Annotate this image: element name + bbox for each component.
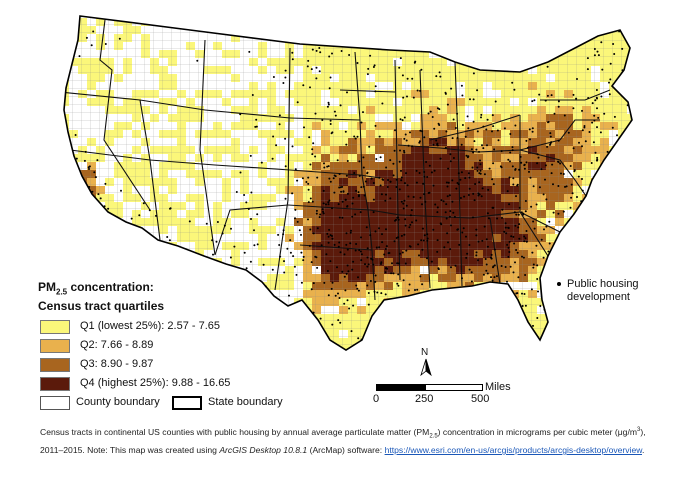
public-housing-label-line1: Public housing <box>567 278 639 290</box>
legend-title-prefix: PM <box>38 280 56 294</box>
legend-label-q3: Q3: 8.90 - 9.87 <box>80 358 154 370</box>
figure-caption: Census tracts in continental US counties… <box>40 424 662 458</box>
us-outline <box>63 15 633 351</box>
legend-swatch-q1 <box>40 320 70 334</box>
caption-part4: (ArcMap) software: <box>307 445 385 456</box>
legend-title-sub: 2.5 <box>56 287 68 297</box>
caption-part3: ), 2011–2015. Note: This map was created… <box>40 426 646 456</box>
scale-tick-0: 0 <box>373 393 380 405</box>
caption-sup: 3 <box>637 427 641 433</box>
county-boundary-label: County boundary <box>76 396 160 408</box>
scale-tick-500: 500 <box>471 393 490 405</box>
north-arrow: N <box>418 347 434 377</box>
legend-label-q4: Q4 (highest 25%): 9.88 - 16.65 <box>80 377 231 389</box>
legend-label-q2: Q2: 7.66 - 8.89 <box>80 339 154 351</box>
legend-swatch-q2 <box>40 339 70 353</box>
public-housing-dot-icon <box>557 282 561 286</box>
scale-segment-2 <box>425 384 483 391</box>
scale-units: Miles <box>485 381 511 393</box>
caption-link[interactable]: https://www.esri.com/en-us/arcgis/produc… <box>384 445 643 456</box>
legend-swatch-q3 <box>40 358 70 372</box>
scale-segment-1 <box>376 384 426 391</box>
legend-swatch-q4 <box>40 377 70 391</box>
caption-part1: Census tracts in continental US counties… <box>40 426 430 437</box>
state-boundary-label: State boundary <box>208 396 283 408</box>
north-arrow-icon <box>420 358 432 377</box>
state-boundary-swatch <box>172 396 202 410</box>
county-boundary-swatch <box>40 396 70 410</box>
legend-title: PM2.5 concentration: Census tract quarti… <box>38 280 164 314</box>
scale-tick-250: 250 <box>415 393 434 405</box>
caption-software: ArcGIS Desktop 10.8.1 <box>219 445 308 456</box>
north-label: N <box>421 347 429 358</box>
public-housing-label: Public housing development <box>567 278 639 304</box>
us-pm25-map <box>63 15 633 351</box>
scale-bar: 0 250 500 <box>370 380 510 414</box>
caption-part5: . <box>642 445 645 456</box>
legend-title-suffix: concentration: <box>67 280 154 294</box>
map-panel <box>63 15 633 351</box>
legend-title-line2: Census tract quartiles <box>38 299 165 314</box>
state-boundaries <box>64 19 611 301</box>
caption-sub: 2.5 <box>429 433 438 440</box>
legend-label-q1: Q1 (lowest 25%): 2.57 - 7.65 <box>80 320 221 332</box>
public-housing-label-line2: development <box>567 291 630 303</box>
public-housing-points <box>74 30 629 341</box>
caption-part2: ) concentration in micrograms per cubic … <box>437 426 637 437</box>
